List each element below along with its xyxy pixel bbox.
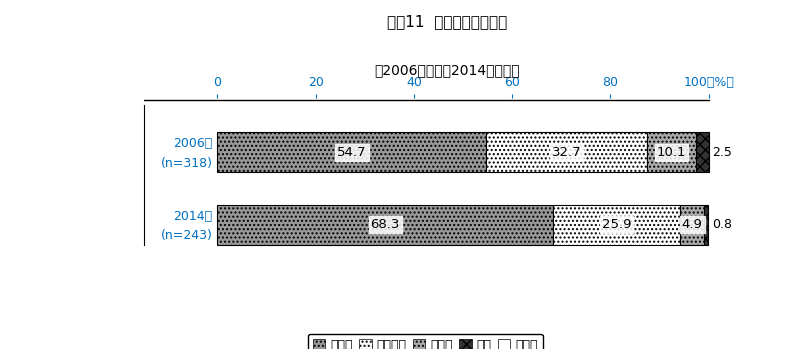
Bar <box>680 205 704 245</box>
Text: 25.9: 25.9 <box>602 218 631 231</box>
Bar <box>217 132 486 172</box>
Bar <box>553 205 680 245</box>
Legend: 増やす, 現状維持, 減らす, 未定, 無回答: 増やす, 現状維持, 減らす, 未定, 無回答 <box>308 334 543 349</box>
Bar <box>697 132 709 172</box>
Text: (n=318): (n=318) <box>161 157 213 170</box>
Text: 4.9: 4.9 <box>682 218 702 231</box>
Text: 54.7: 54.7 <box>337 146 367 159</box>
Text: 図表11  障害者雇用の方針: 図表11 障害者雇用の方針 <box>388 14 507 29</box>
Bar <box>647 132 697 172</box>
Bar <box>486 132 647 172</box>
Text: 10.1: 10.1 <box>657 146 686 159</box>
Bar <box>704 205 708 245</box>
Text: 0.8: 0.8 <box>712 218 732 231</box>
Text: 68.3: 68.3 <box>371 218 400 231</box>
Text: 2014年: 2014年 <box>173 210 213 223</box>
Text: 【2006年調査、2014年調査】: 【2006年調査、2014年調査】 <box>375 63 520 77</box>
Text: (n=243): (n=243) <box>161 229 213 242</box>
Text: 32.7: 32.7 <box>551 146 582 159</box>
Text: 2.5: 2.5 <box>713 146 733 159</box>
Bar <box>217 205 553 245</box>
Text: 2006年: 2006年 <box>173 137 213 150</box>
